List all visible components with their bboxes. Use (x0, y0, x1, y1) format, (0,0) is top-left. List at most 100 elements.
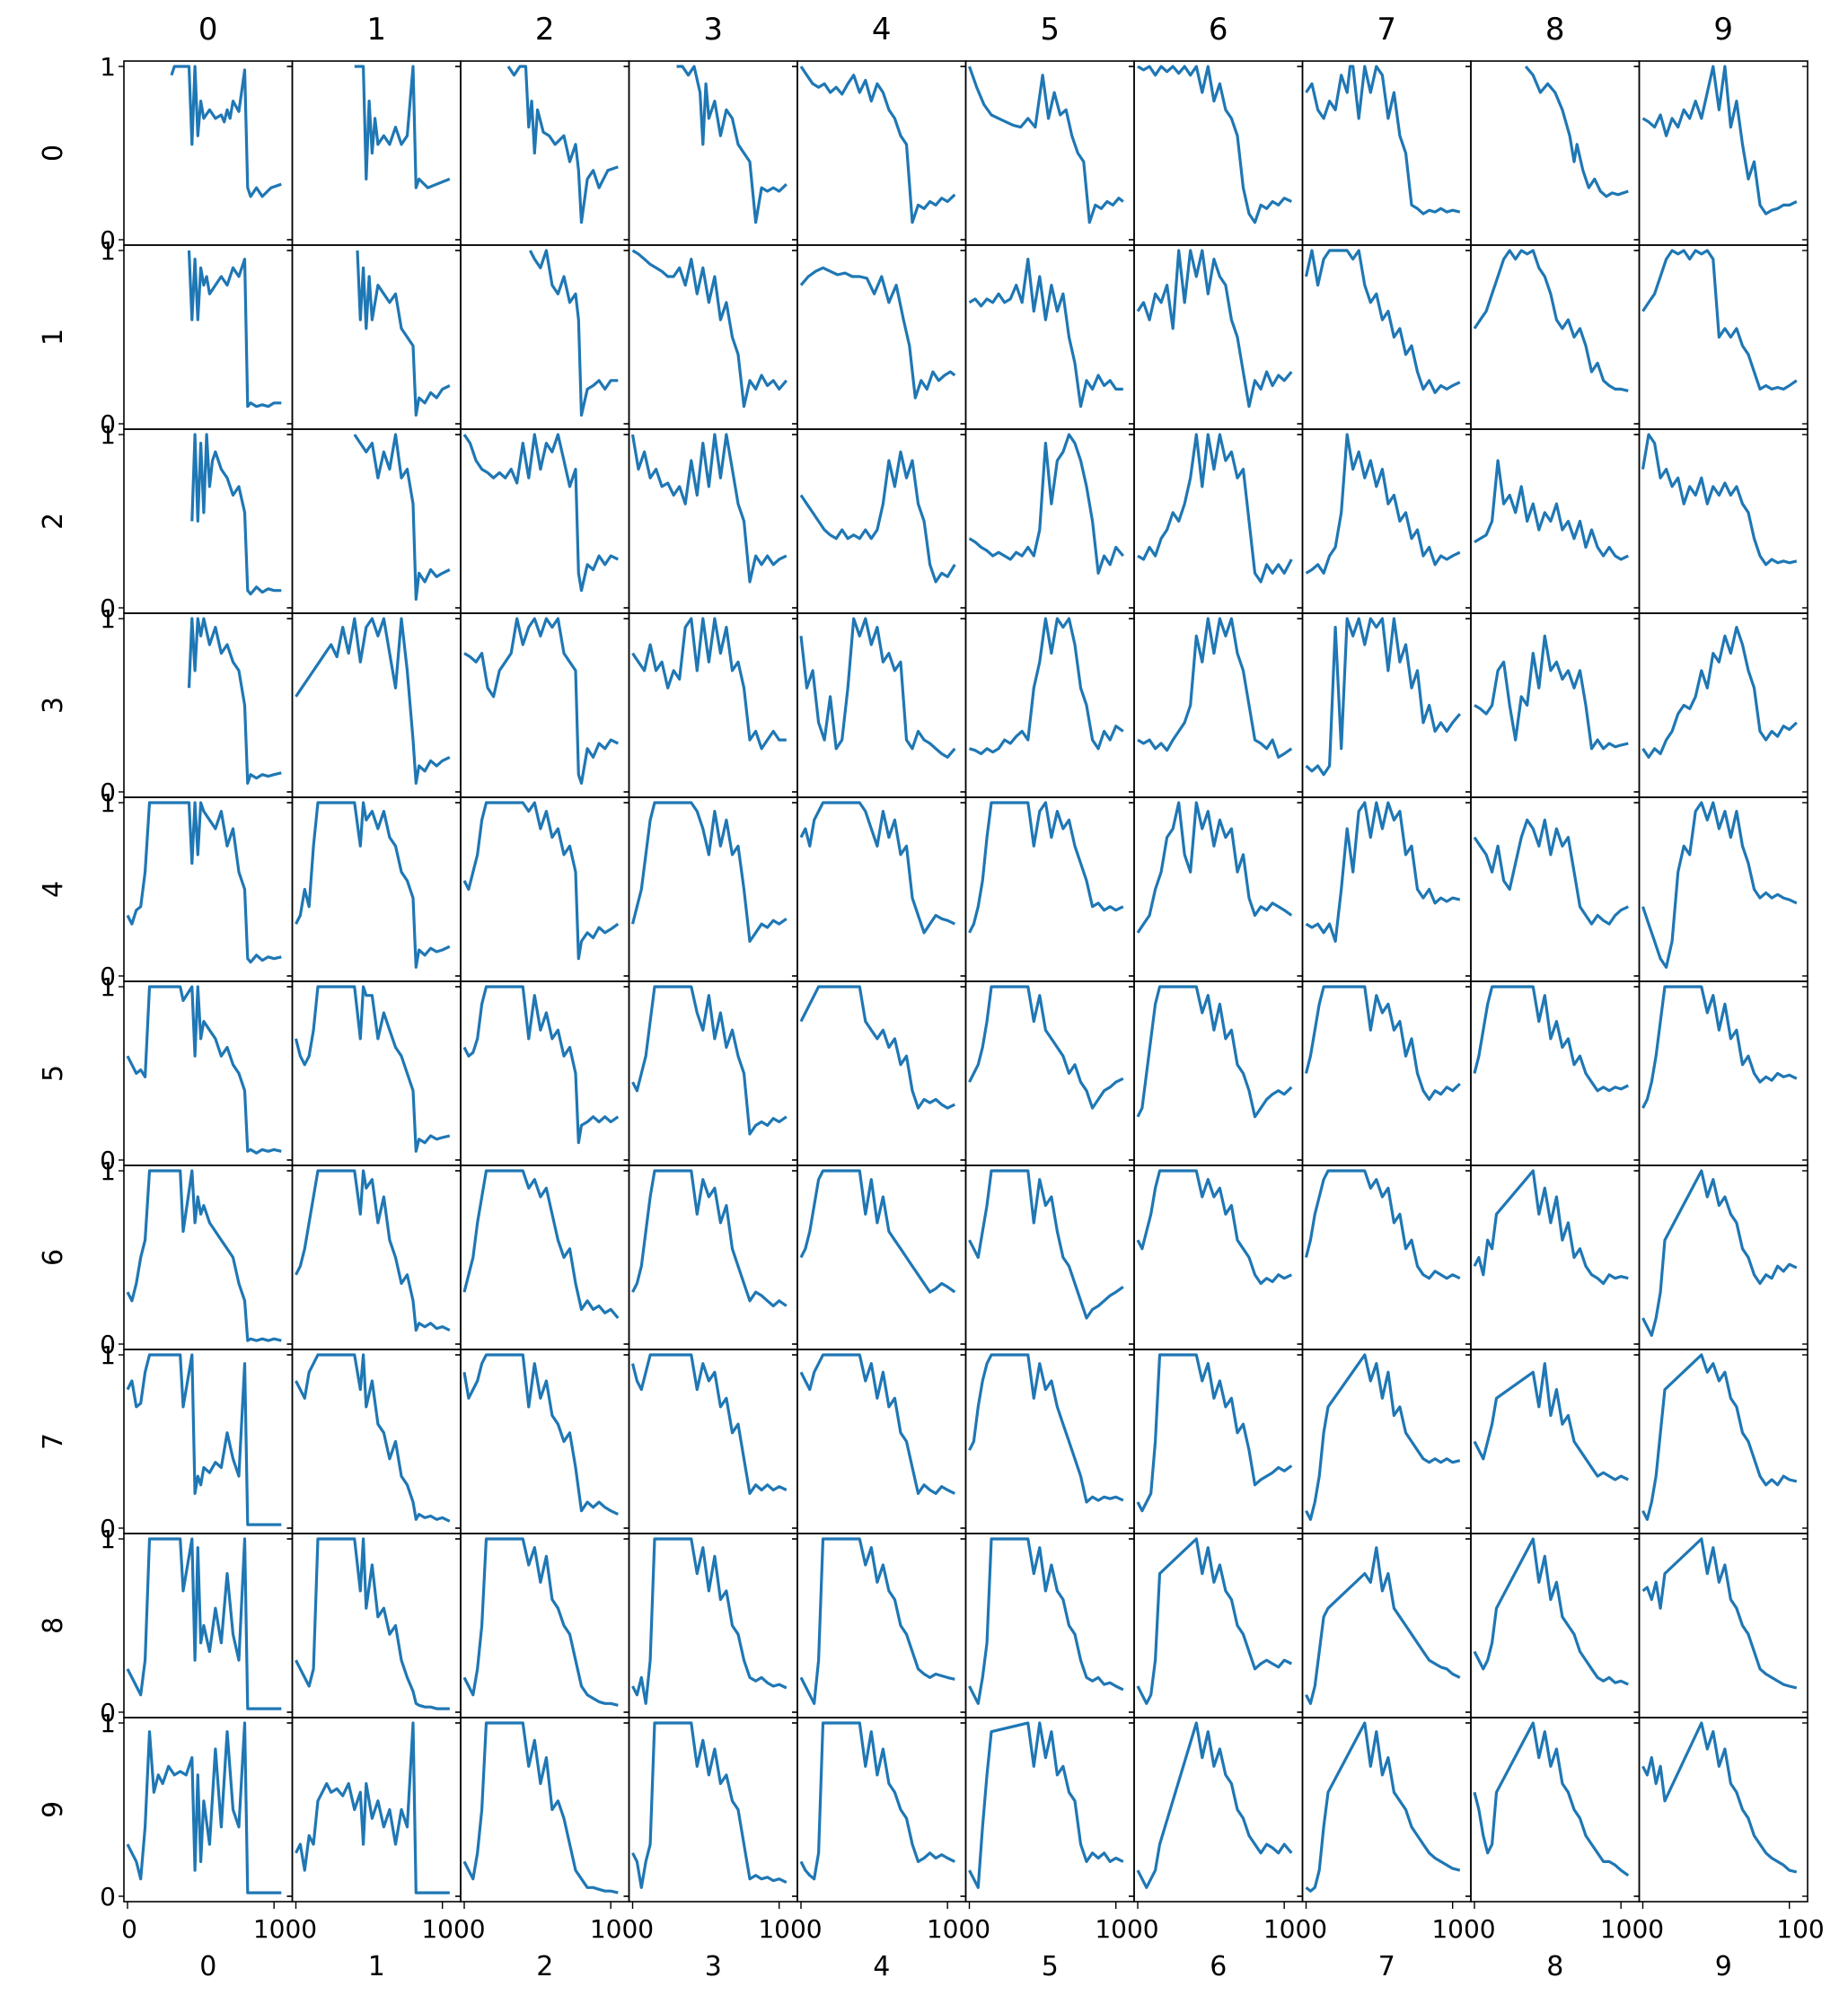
panel-frame (291, 1165, 462, 1350)
column-label-9: 9 (1713, 12, 1733, 48)
series-line-r8-c0 (126, 1537, 282, 1710)
panel-frame (291, 612, 462, 798)
bottom-column-label-5: 5 (1042, 1951, 1059, 1982)
y-tick-label: 1 (100, 1525, 116, 1554)
panel-frame (964, 1349, 1135, 1534)
panel-frame (796, 980, 967, 1166)
panel-r7-c1 (286, 1349, 462, 1534)
panel-frame (460, 980, 630, 1166)
series-line-r3-c1 (295, 617, 451, 785)
row-label-9: 9 (38, 1801, 69, 1818)
series-line-r7-c2 (462, 1353, 619, 1516)
series-line-r5-c5 (968, 985, 1124, 1110)
panel-r9-c7 (1297, 1717, 1472, 1909)
panel-r4-c8 (1465, 796, 1641, 982)
series-line-r0-c7 (1305, 65, 1461, 215)
panel-r2-c0: 10 (100, 420, 294, 623)
panel-r0-c6 (1129, 60, 1304, 246)
panel-r0-c5 (960, 60, 1135, 246)
panel-r8-c4 (792, 1533, 967, 1718)
series-line-r3-c0 (187, 617, 282, 785)
series-line-r8-c2 (462, 1537, 619, 1707)
panel-frame (1638, 1533, 1808, 1718)
y-tick-label: 1 (100, 1709, 116, 1738)
x-tick-label: 1000 (1431, 1914, 1495, 1944)
panel-r1-c6 (1129, 244, 1304, 430)
column-label-0: 0 (198, 12, 218, 48)
series-line-r6-c3 (631, 1169, 788, 1308)
series-line-r8-c3 (631, 1537, 788, 1705)
series-line-r5-c1 (294, 985, 451, 1153)
panel-frame (1301, 1533, 1472, 1718)
panel-r8-c6 (1129, 1533, 1304, 1718)
panel-frame (964, 1165, 1135, 1350)
panel-r1-c5 (960, 244, 1135, 430)
panel-r2-c8 (1465, 428, 1641, 614)
column-label-1: 1 (366, 12, 386, 48)
x-tick-label: 1000 (1095, 1914, 1158, 1944)
series-line-r0-c6 (1137, 65, 1292, 224)
panel-frame (1301, 1717, 1472, 1903)
panel-frame (1301, 980, 1472, 1166)
panel-frame (628, 612, 798, 798)
y-tick-label: 0 (100, 778, 116, 807)
panel-frame (460, 612, 630, 798)
panel-frame (291, 428, 462, 614)
row-label-7: 7 (38, 1433, 69, 1450)
series-line-r4-c5 (968, 801, 1124, 934)
row-label-1: 1 (38, 329, 69, 346)
panel-r5-c8 (1465, 980, 1641, 1166)
series-line-r4-c6 (1136, 801, 1293, 934)
panel-frame (123, 244, 294, 430)
panel-r5-c6 (1129, 980, 1304, 1166)
panel-r2-c7 (1297, 428, 1472, 614)
panel-r6-c3 (623, 1165, 798, 1350)
series-line-r0-c3 (676, 65, 788, 224)
panel-frame (628, 244, 798, 430)
series-line-r9-c2 (462, 1721, 619, 1894)
panel-r7-c4 (792, 1349, 967, 1534)
series-line-r9-c0 (126, 1721, 282, 1894)
panel-r4-c2 (455, 796, 630, 982)
panel-frame (1133, 428, 1304, 614)
panel-frame (1470, 60, 1641, 246)
panel-r7-c3 (623, 1349, 798, 1534)
series-line-r8-c6 (1136, 1537, 1292, 1705)
series-line-r4-c7 (1305, 801, 1461, 943)
series-line-r1-c9 (1641, 249, 1798, 391)
panel-r6-c2 (455, 1165, 630, 1350)
series-line-r8-c5 (968, 1537, 1124, 1705)
series-line-r3-c3 (631, 617, 787, 751)
bottom-column-label-4: 4 (873, 1951, 890, 1982)
panel-frame (964, 244, 1135, 430)
panel-r4-c0: 10 (100, 788, 294, 991)
series-line-r4-c9 (1641, 801, 1798, 969)
panel-r4-c9 (1633, 796, 1808, 982)
series-line-r0-c0 (170, 65, 282, 198)
series-line-r2-c3 (630, 433, 788, 584)
series-line-r9-c9 (1641, 1721, 1798, 1874)
series-line-r3-c7 (1305, 617, 1462, 777)
series-line-r5-c6 (1136, 985, 1293, 1119)
panel-frame (1470, 980, 1641, 1166)
series-line-r9-c6 (1136, 1721, 1293, 1889)
series-line-r5-c8 (1473, 985, 1629, 1093)
series-line-r6-c4 (799, 1169, 956, 1294)
panel-r5-c3 (623, 980, 798, 1166)
series-line-r6-c9 (1641, 1169, 1798, 1337)
panel-r2-c2 (455, 428, 630, 614)
panel-frame (1470, 796, 1641, 982)
panel-frame (291, 1349, 462, 1534)
panel-r1-c0: 10 (100, 236, 294, 439)
series-line-r5-c9 (1641, 985, 1798, 1109)
panel-r1-c7 (1297, 244, 1472, 430)
panel-r1-c4 (792, 244, 967, 430)
panel-frame (1133, 1533, 1304, 1718)
series-line-r2-c7 (1305, 433, 1461, 575)
row-label-5: 5 (38, 1065, 69, 1082)
series-line-r9-c4 (799, 1721, 955, 1881)
y-tick-label: 0 (100, 1146, 116, 1175)
series-line-r3-c2 (463, 617, 619, 785)
panel-r2-c3 (623, 428, 798, 614)
panel-frame (796, 1165, 967, 1350)
